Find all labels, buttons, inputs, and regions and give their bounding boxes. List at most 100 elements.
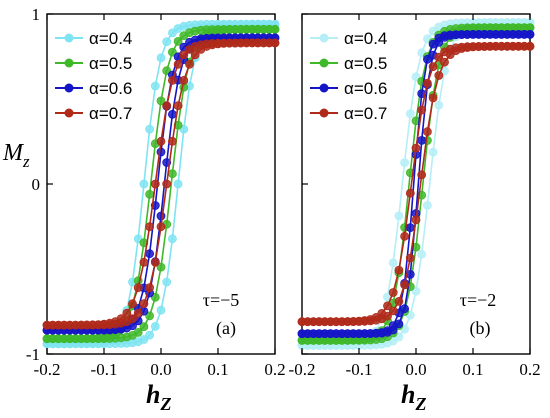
- panel-label-a: (a): [216, 318, 236, 339]
- legend-label: α=0.4: [89, 29, 132, 48]
- series-3: [42, 33, 280, 335]
- data-point: [377, 308, 387, 318]
- y-tick-label: 0: [32, 175, 41, 194]
- data-point: [388, 321, 398, 331]
- y-axis-title-main: M: [2, 140, 25, 166]
- legend-label: α=0.4: [344, 29, 387, 48]
- x-tick-label: 0.1: [207, 360, 228, 379]
- data-point: [150, 257, 160, 267]
- legend-label: α=0.7: [344, 104, 387, 123]
- series-4: [297, 41, 535, 327]
- data-point: [417, 135, 427, 145]
- data-point: [405, 188, 415, 198]
- data-point: [162, 37, 172, 46]
- data-point: [156, 147, 166, 157]
- data-point: [167, 76, 177, 85]
- legend-marker: [319, 83, 329, 93]
- data-point: [394, 265, 404, 275]
- data-point: [428, 62, 438, 71]
- panel-label-b: (b): [470, 318, 491, 339]
- legend-marker: [319, 58, 329, 68]
- data-point: [133, 308, 143, 318]
- legend-marker: [319, 108, 329, 118]
- data-point: [388, 288, 398, 297]
- data-point: [525, 30, 535, 39]
- annotation-b: τ=−2: [460, 290, 497, 310]
- data-point: [173, 179, 183, 189]
- series-1: [42, 19, 280, 349]
- panel-a: -0.2 -0.1 0.0 0.1 0.210-1 α=0.4α=0.5α=0.6α=0…: [26, 5, 286, 379]
- series-4: [42, 38, 280, 330]
- data-point: [139, 179, 149, 189]
- x-tick-label: -0.2: [289, 360, 316, 379]
- series-line-ascending: [47, 28, 275, 340]
- data-point: [400, 231, 410, 241]
- y-tick-label: 1: [32, 5, 41, 24]
- data-point: [434, 71, 444, 80]
- data-point: [145, 222, 155, 232]
- data-point: [156, 262, 166, 272]
- y-tick-label: -1: [26, 345, 40, 364]
- data-point: [156, 211, 166, 221]
- data-point: [411, 143, 421, 153]
- annotation-a: τ=−5: [203, 290, 240, 310]
- data-point: [405, 109, 415, 119]
- data-point: [167, 47, 177, 57]
- data-point: [173, 59, 183, 69]
- data-point: [525, 41, 535, 51]
- data-point: [173, 37, 183, 46]
- data-point: [428, 147, 438, 157]
- x-axis-title-a: hZ: [146, 380, 171, 414]
- data-point: [128, 299, 137, 309]
- data-point: [383, 301, 392, 311]
- legend-label: α=0.5: [344, 54, 387, 73]
- data-point: [400, 280, 410, 290]
- data-point: [422, 127, 432, 137]
- data-point: [270, 24, 280, 34]
- data-point: [428, 93, 438, 103]
- data-point: [156, 96, 166, 106]
- data-point: [156, 305, 166, 315]
- data-point: [434, 100, 444, 110]
- data-point: [440, 57, 449, 67]
- legend-marker: [64, 108, 74, 118]
- legend-marker: [64, 58, 74, 68]
- ticks-layer-a: -0.2 -0.1 0.0 0.1 0.2 1 0 -1: [26, 5, 286, 379]
- plot-frame-a: [46, 13, 276, 355]
- data-point: [173, 101, 183, 111]
- series-2: [297, 23, 535, 345]
- data-point: [167, 136, 177, 146]
- data-point: [405, 253, 415, 263]
- data-point: [150, 179, 160, 189]
- y-axis-title-sub: z: [22, 152, 30, 171]
- data-point: [122, 308, 132, 318]
- legend-label: α=0.6: [89, 79, 132, 98]
- data-point: [145, 283, 155, 293]
- data-point: [179, 76, 189, 85]
- data-point: [167, 28, 177, 38]
- series-line-ascending: [47, 23, 275, 345]
- data-point: [179, 50, 189, 60]
- data-point: [145, 311, 155, 321]
- data-point: [422, 200, 432, 210]
- data-point: [405, 223, 415, 233]
- data-point: [139, 257, 149, 267]
- data-point: [150, 81, 160, 91]
- series-2: [42, 24, 280, 344]
- data-point: [145, 249, 155, 259]
- series-1: [297, 18, 535, 350]
- data-point: [167, 109, 177, 119]
- series-line-ascending: [47, 42, 275, 326]
- data-point: [156, 53, 166, 63]
- series-line-ascending: [47, 37, 275, 331]
- data-point: [133, 327, 143, 337]
- data-point: [388, 306, 398, 316]
- ticks-layer-b: -0.2 -0.1 0.0 0.1 0.2: [289, 13, 541, 379]
- data-point: [422, 78, 432, 88]
- x-tick-label: 0.2: [519, 360, 540, 379]
- data-point: [411, 72, 421, 82]
- data-point: [167, 169, 177, 179]
- series-layer-a: [42, 19, 280, 349]
- data-point: [167, 234, 177, 244]
